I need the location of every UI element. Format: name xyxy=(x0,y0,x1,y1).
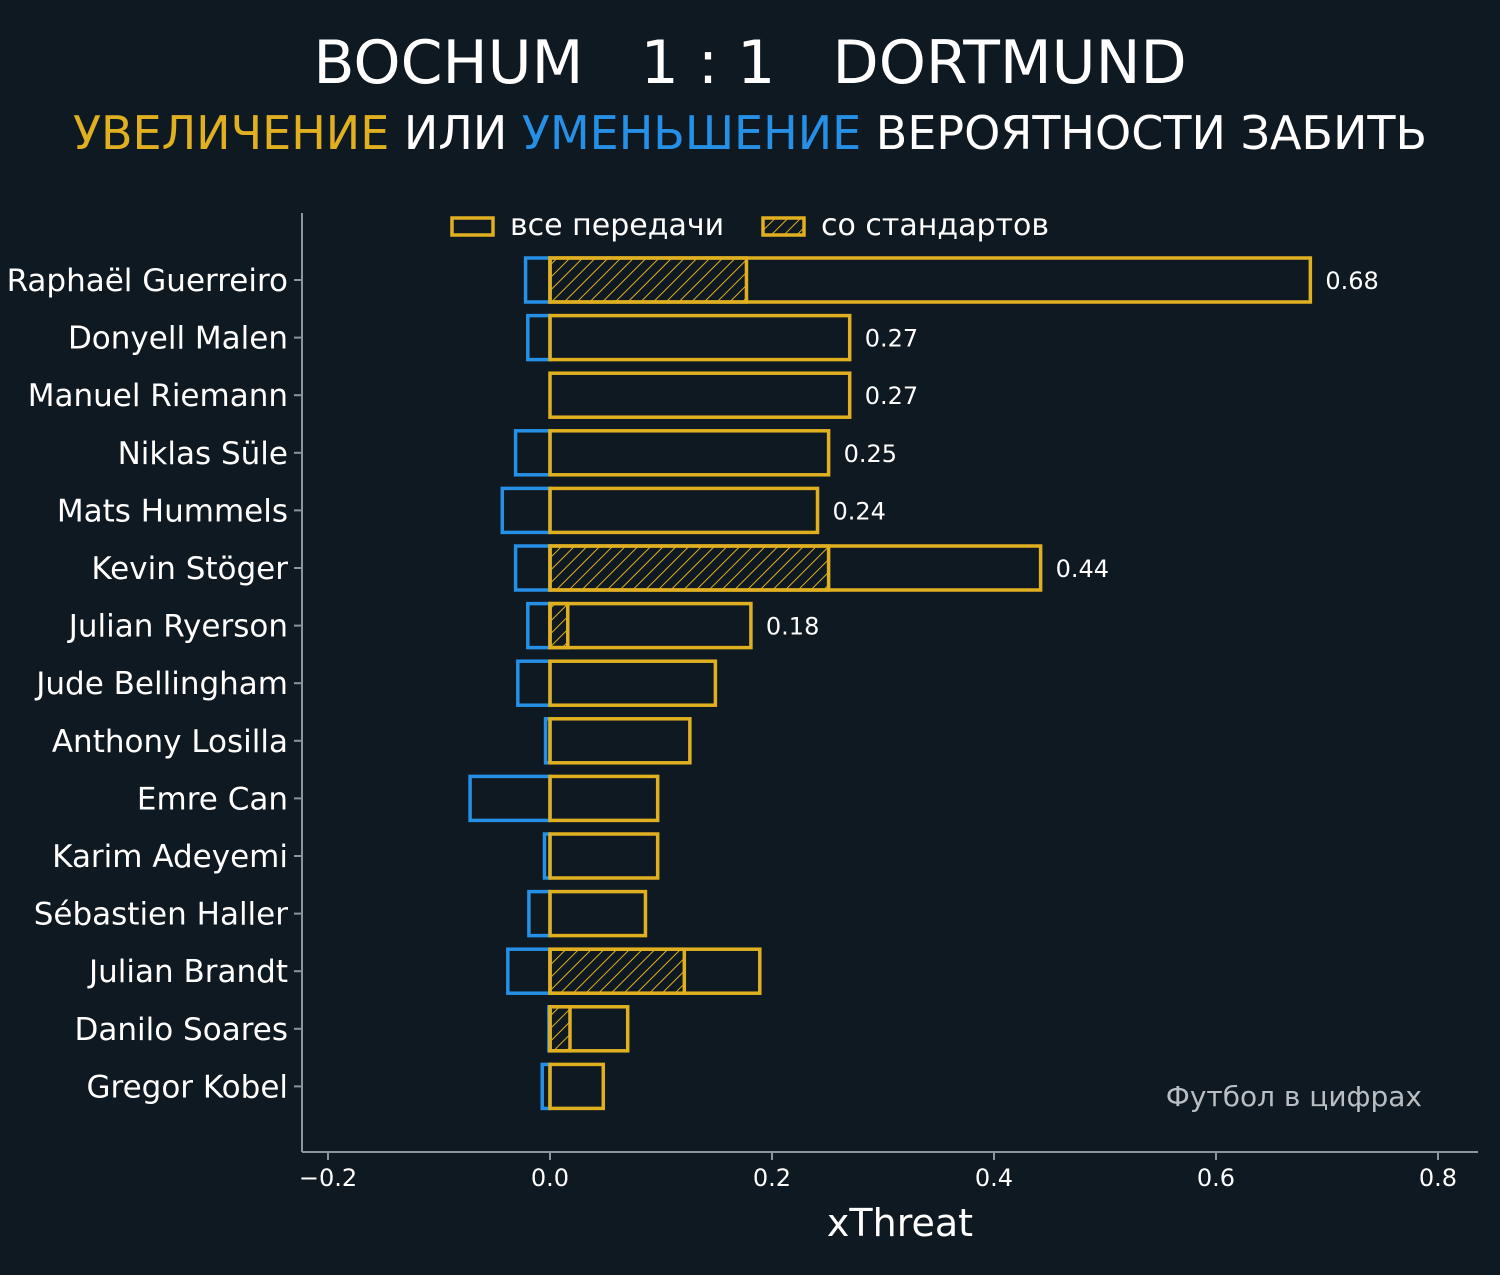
decrease-bar xyxy=(506,947,552,995)
increase-bar xyxy=(548,1062,606,1111)
value-label: 0.68 xyxy=(1325,267,1378,295)
x-tick-label: 0.2 xyxy=(753,1164,791,1192)
value-label: 0.27 xyxy=(865,325,918,353)
player-name-label: Raphaël Guerreiro xyxy=(7,263,288,299)
increase-bar xyxy=(548,659,718,707)
increase-bar xyxy=(548,313,852,362)
increase-bar xyxy=(548,1005,630,1053)
player-name-label: Donyell Malen xyxy=(68,321,288,357)
increase-bar xyxy=(548,429,831,477)
chart-title: BOCHUM 1 : 1 DORTMUND xyxy=(313,28,1187,98)
decrease-bar xyxy=(513,544,552,592)
x-tick-label: 0.0 xyxy=(531,1164,569,1192)
player-name-label: Mats Hummels xyxy=(57,493,288,529)
x-axis-label: xThreat xyxy=(827,1201,973,1245)
legend-swatch-all-passes xyxy=(450,216,495,237)
value-label: 0.25 xyxy=(844,440,897,468)
player-name-label: Julian Brandt xyxy=(87,954,288,990)
decrease-bar xyxy=(513,429,552,477)
player-name-label: Kevin Stöger xyxy=(91,551,288,587)
x-tick-label: 0.6 xyxy=(1197,1164,1235,1192)
player-name-label: Niklas Süle xyxy=(118,436,288,472)
increase-bar xyxy=(548,947,762,995)
decrease-bar xyxy=(527,889,552,938)
legend-swatch-set-pieces xyxy=(761,216,806,237)
increase-bar xyxy=(548,256,1313,304)
x-tick-label: 0.4 xyxy=(975,1164,1013,1192)
increase-bar xyxy=(548,601,753,650)
value-label: 0.24 xyxy=(833,497,886,525)
increase-bar xyxy=(548,371,852,419)
set-piece-bar xyxy=(548,544,831,592)
legend-label-set-pieces: со стандартов xyxy=(821,208,1049,243)
chart-subtitle: УВЕЛИЧЕНИЕ ИЛИ УМЕНЬШЕНИЕ ВЕРОЯТНОСТИ ЗА… xyxy=(0,106,1500,160)
decrease-bar xyxy=(526,601,552,650)
increase-bar xyxy=(548,832,660,880)
x-tick-label: 0.8 xyxy=(1419,1164,1457,1192)
subtitle-part: УМЕНЬШЕНИЕ xyxy=(521,106,862,160)
increase-bar xyxy=(548,544,1043,592)
decrease-bar xyxy=(526,313,552,362)
decrease-bar xyxy=(516,659,552,707)
player-name-label: Danilo Soares xyxy=(75,1012,289,1048)
subtitle-part: ВЕРОЯТНОСТИ ЗАБИТЬ xyxy=(861,106,1428,160)
player-name-label: Gregor Kobel xyxy=(86,1069,288,1105)
subtitle-part: УВЕЛИЧЕНИЕ xyxy=(72,106,390,160)
bars: 0.68 0.27 0.27 0.25 0.24 0.44 0.18 xyxy=(468,256,1379,1111)
axes: −0.2 0.0 0.2 0.4 0.6 0.8 Raphaël Guerreiro Dony… xyxy=(7,213,1478,1192)
watermark: Футбол в цифрах xyxy=(1166,1080,1422,1113)
player-name-label: Karim Adeyemi xyxy=(52,839,288,875)
decrease-bar xyxy=(500,486,552,535)
set-piece-bar xyxy=(548,947,687,995)
value-label: 0.18 xyxy=(766,613,819,641)
player-name-label: Anthony Losilla xyxy=(52,724,288,760)
player-name-label: Sébastien Haller xyxy=(34,897,289,933)
legend-label-all-passes: все передачи xyxy=(510,208,724,243)
increase-bar xyxy=(548,889,648,938)
set-piece-bar xyxy=(548,256,749,304)
player-name-label: Emre Can xyxy=(137,781,288,817)
increase-bar xyxy=(548,774,660,823)
legend: все передачи со стандартов xyxy=(450,208,1049,243)
value-label: 0.44 xyxy=(1056,555,1109,583)
decrease-bar xyxy=(468,774,552,823)
set-piece-bar xyxy=(548,601,570,650)
increase-bar xyxy=(548,486,820,535)
x-tick-label: −0.2 xyxy=(299,1164,357,1192)
decrease-bar xyxy=(523,256,552,304)
player-name-label: Julian Ryerson xyxy=(67,609,288,645)
player-name-label: Manuel Riemann xyxy=(28,378,288,414)
player-name-label: Jude Bellingham xyxy=(34,666,288,702)
increase-bar xyxy=(548,717,692,765)
set-piece-bar xyxy=(548,1005,572,1053)
subtitle-part: ИЛИ xyxy=(389,106,522,160)
value-label: 0.27 xyxy=(865,382,918,410)
